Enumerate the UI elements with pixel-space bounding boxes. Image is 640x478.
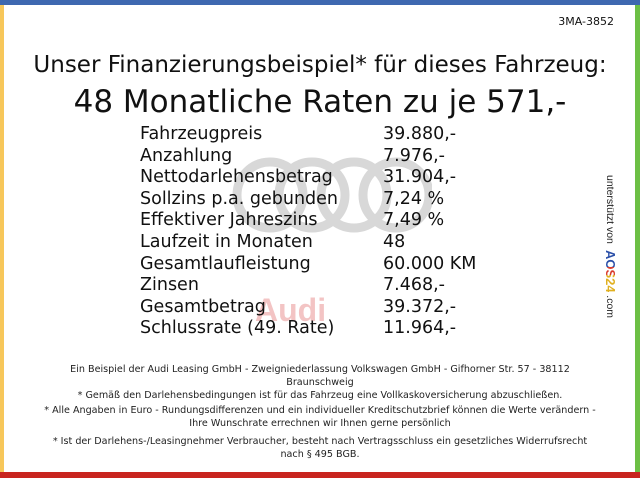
row-label: Sollzins p.a. gebunden: [140, 188, 339, 209]
bottom-border: [0, 472, 640, 478]
vehicle-code: 3MA-3852: [558, 15, 614, 28]
table-row: Fahrzeugpreis 39.880,-: [140, 124, 476, 146]
supported-by-suffix: .com: [604, 295, 616, 319]
row-value: 31.904,-: [383, 167, 457, 188]
row-label: Anzahlung: [140, 145, 233, 166]
row-label: Fahrzeugpreis: [140, 124, 263, 144]
supported-by: unterstützt von AOS24 .com: [603, 175, 618, 318]
row-value: 7,49 %: [383, 210, 445, 231]
footer-legal-3: * Alle Angaben in Euro - Rundungsdiffere…: [44, 405, 596, 429]
audi-rings-logo: [232, 157, 432, 233]
table-row: Sollzins p.a. gebunden 7,24 %: [140, 189, 476, 211]
table-row: Nettodarlehensbetrag 31.904,-: [140, 167, 476, 189]
row-value: 39.880,-: [383, 124, 457, 144]
row-label: Nettodarlehensbetrag: [140, 167, 333, 188]
row-value: 11.964,-: [383, 318, 457, 339]
financing-table: Fahrzeugpreis 39.880,- Anzahlung 7.976,- N…: [140, 124, 476, 340]
top-border: [0, 0, 640, 5]
right-border: [635, 5, 640, 472]
footer-legal-4: * Ist der Darlehens-/Leasingnehmer Verbr…: [52, 436, 588, 460]
row-label: Zinsen: [140, 275, 199, 296]
title-line1: Unser Finanzierungsbeispiel* für dieses …: [33, 52, 607, 78]
row-value: 7.976,-: [383, 145, 445, 166]
title-line2: 48 Monatliche Raten zu je 571,-: [73, 84, 567, 120]
row-label: Schlussrate (49. Rate): [140, 318, 335, 339]
footer-legal-1: Ein Beispiel der Audi Leasing GmbH - Zwe…: [70, 364, 570, 388]
table-row: Anzahlung 7.976,-: [140, 146, 476, 168]
row-label: Gesamtbetrag: [140, 296, 266, 317]
table-row: Laufzeit in Monaten 48: [140, 232, 476, 254]
row-label: Laufzeit in Monaten: [140, 231, 313, 252]
supported-by-prefix: unterstützt von: [604, 175, 616, 244]
row-value: 39.372,-: [383, 296, 457, 317]
audi-watermark-text: Audi: [255, 292, 327, 328]
row-value: 48: [383, 231, 406, 252]
row-label: Gesamtlaufleistung: [140, 253, 311, 274]
table-row: Zinsen 7.468,-: [140, 275, 476, 297]
footer-legal-2: * Gemäß den Darlehensbedingungen ist für…: [77, 390, 563, 401]
left-border: [0, 5, 4, 472]
row-label: Effektiver Jahreszins: [140, 210, 318, 231]
row-value: 60.000 KM: [383, 253, 477, 274]
row-value: 7,24 %: [383, 188, 445, 209]
row-value: 7.468,-: [383, 275, 445, 296]
aos24-logo: AOS24: [603, 249, 618, 293]
table-row: Gesamtbetrag 39.372,-: [140, 297, 476, 319]
table-row: Gesamtlaufleistung 60.000 KM: [140, 254, 476, 276]
table-row: Effektiver Jahreszins 7,49 %: [140, 210, 476, 232]
table-row: Schlussrate (49. Rate) 11.964,-: [140, 318, 476, 340]
